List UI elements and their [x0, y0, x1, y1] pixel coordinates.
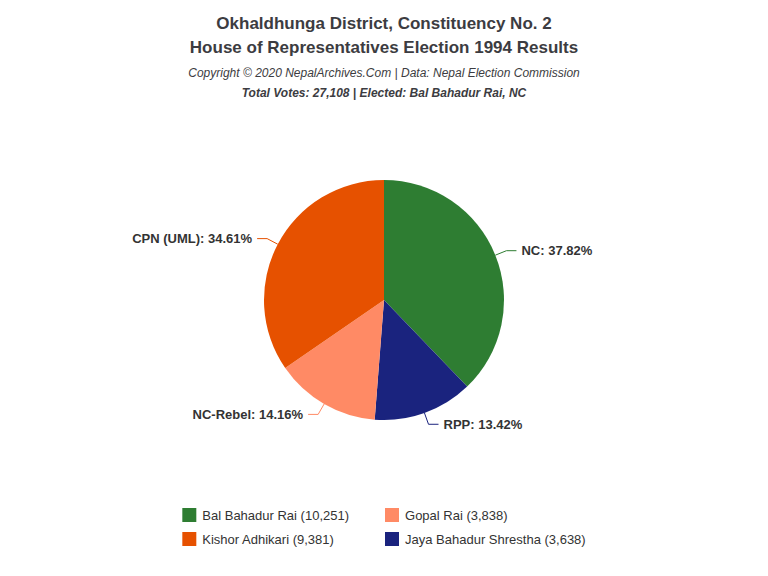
svg-text:Kishor Adhikari (9,381): Kishor Adhikari (9,381) [202, 532, 334, 547]
svg-text:CPN (UML): 34.61%: CPN (UML): 34.61% [132, 231, 252, 246]
svg-text:House of Representatives Elect: House of Representatives Election 1994 R… [190, 38, 578, 57]
svg-text:Okhaldhunga District, Constitu: Okhaldhunga District, Constituency No. 2 [216, 14, 551, 33]
svg-text:Total Votes: 27,108 | Elected:: Total Votes: 27,108 | Elected: Bal Bahad… [242, 86, 527, 100]
svg-text:Gopal Rai (3,838): Gopal Rai (3,838) [405, 508, 508, 523]
svg-text:Jaya Bahadur Shrestha (3,638): Jaya Bahadur Shrestha (3,638) [405, 532, 586, 547]
svg-text:NC: 37.82%: NC: 37.82% [521, 243, 592, 258]
svg-text:Copyright © 2020 NepalArchives: Copyright © 2020 NepalArchives.Com | Dat… [188, 66, 580, 80]
svg-text:NC-Rebel: 14.16%: NC-Rebel: 14.16% [193, 407, 304, 422]
svg-text:Bal Bahadur Rai (10,251): Bal Bahadur Rai (10,251) [202, 508, 349, 523]
svg-text:RPP: 13.42%: RPP: 13.42% [444, 417, 523, 432]
